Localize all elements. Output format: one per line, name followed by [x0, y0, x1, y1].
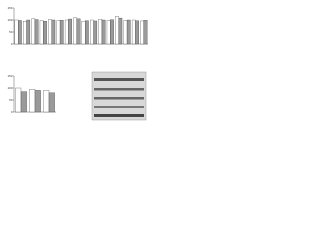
bar [56, 20, 61, 45]
bar [118, 17, 123, 45]
blot-band [94, 106, 144, 108]
bar [43, 21, 47, 45]
blot-band [94, 78, 144, 81]
bar [23, 21, 27, 45]
y-tick-label: 0 [11, 42, 13, 46]
bar [34, 19, 39, 45]
y-tick-label: 50 [9, 30, 13, 34]
western-blot [91, 71, 147, 121]
bar [51, 19, 56, 45]
bar [135, 20, 139, 45]
bar [140, 20, 144, 45]
y-tick-label: 150 [7, 6, 12, 10]
y-tick-label: 150 [7, 74, 12, 78]
bar [90, 19, 94, 45]
y-tick-label: 0 [11, 110, 13, 114]
bar [68, 18, 72, 45]
bar [48, 19, 52, 45]
bar [106, 20, 111, 45]
bar [15, 87, 22, 113]
bar [31, 18, 36, 45]
bar [20, 91, 27, 113]
bar [98, 19, 103, 45]
y-tick-label: 100 [7, 18, 12, 22]
bar [14, 19, 19, 45]
bar [39, 20, 44, 45]
bar [73, 17, 77, 45]
bar [101, 19, 106, 45]
bar [64, 19, 69, 45]
bar [76, 18, 81, 45]
figure: 0 50 100 150 0 50 100 150 [7, 6, 148, 121]
bar [131, 19, 136, 45]
y-tick-label: 100 [7, 86, 12, 90]
bar [85, 20, 89, 45]
bar [34, 90, 41, 113]
blot-band [94, 114, 144, 117]
bar [18, 20, 22, 45]
y-tick-label: 50 [9, 98, 13, 102]
bar [126, 19, 131, 45]
bar [26, 19, 31, 45]
blot-band [94, 88, 144, 91]
bar [115, 16, 119, 45]
bar [59, 20, 64, 45]
bar [81, 21, 86, 45]
bar [110, 19, 114, 45]
bar [143, 20, 148, 45]
blot-band [94, 97, 144, 100]
bar [123, 20, 128, 45]
bar [48, 92, 55, 113]
bar [93, 20, 98, 45]
bar [43, 90, 50, 113]
bar [29, 89, 36, 113]
